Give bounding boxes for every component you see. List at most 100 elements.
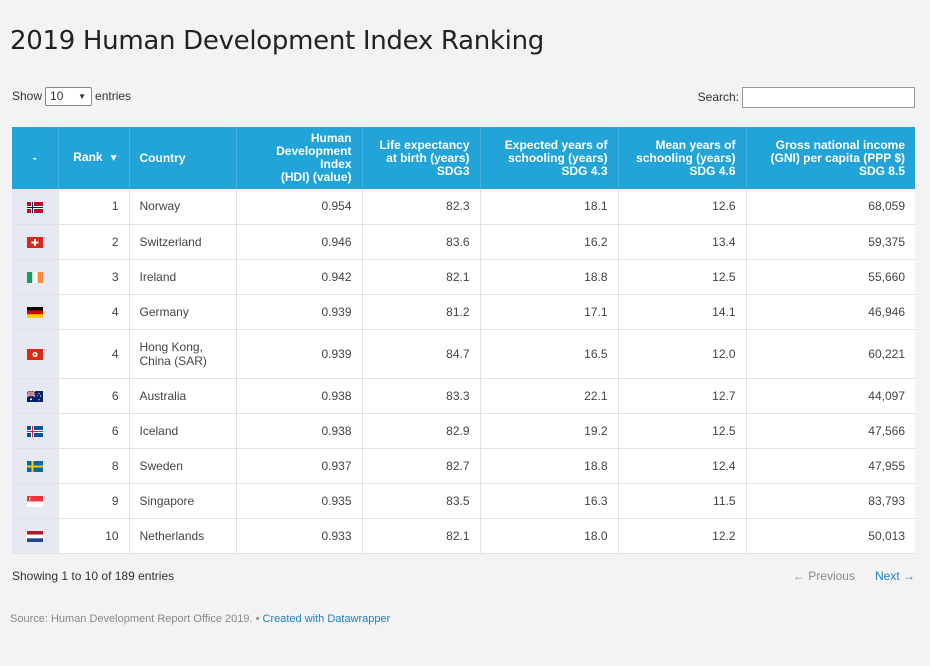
switzerland-flag-icon — [26, 236, 43, 248]
table-row: 9 Singapore 0.935 83.5 16.3 11.5 83,793 — [12, 483, 915, 519]
table-row: 4 Hong Kong, China (SAR) 0.939 84.7 16.5 12.0 6… — [12, 329, 915, 379]
expected-schooling-cell: 19.2 — [480, 413, 619, 449]
gni-header-line: SDG 8.5 — [858, 163, 905, 178]
expected-schooling-cell: 16.2 — [480, 224, 619, 260]
mean-header-line: Mean years of — [655, 137, 736, 152]
hdi-cell: 0.938 — [236, 378, 363, 414]
life-expectancy-cell: 81.2 — [362, 294, 481, 330]
table-row: 1 Norway 0.954 82.3 18.1 12.6 68,059 — [12, 189, 915, 225]
flag-cell — [12, 224, 59, 260]
flag-cell — [12, 413, 59, 449]
expected-schooling-cell: 18.1 — [480, 189, 619, 225]
rank-cell: 9 — [58, 483, 130, 519]
australia-flag-icon — [26, 390, 43, 402]
norway-flag-icon — [26, 201, 43, 213]
table-controls: Show 10 ▼ entries Search: — [12, 86, 915, 108]
gni-cell: 47,955 — [746, 448, 915, 484]
flag-cell — [12, 378, 59, 414]
gni-cell: 50,013 — [746, 518, 915, 554]
country-cell: Hong Kong, China (SAR) — [129, 329, 237, 379]
search-input[interactable] — [742, 86, 915, 108]
country-name-line: Germany — [139, 304, 189, 319]
table-row: 8 Sweden 0.937 82.7 18.8 12.4 47,955 — [12, 448, 915, 484]
rank-cell: 4 — [58, 329, 130, 379]
hdi-cell: 0.942 — [236, 259, 363, 295]
pagination: ← Previous Next → — [793, 569, 915, 583]
table-row: 6 Iceland 0.938 82.9 19.2 12.5 47,566 — [12, 413, 915, 449]
rank-cell: 6 — [58, 413, 130, 449]
next-page-button[interactable]: Next → — [874, 569, 915, 583]
rank-cell: 4 — [58, 294, 130, 330]
flag-cell — [12, 259, 59, 295]
expected-header-line: schooling (years) — [508, 150, 608, 165]
mean-schooling-column-header[interactable]: Mean years of schooling (years) SDG 4.6 — [618, 127, 747, 189]
flag-cell — [12, 448, 59, 484]
gni-column-header[interactable]: Gross national income (GNI) per capita (… — [746, 127, 915, 189]
gni-cell: 68,059 — [746, 189, 915, 225]
flag-cell — [12, 329, 59, 379]
gni-header-line: (GNI) per capita (PPP $) — [770, 150, 905, 165]
hdi-cell: 0.938 — [236, 413, 363, 449]
life-expectancy-cell: 83.5 — [362, 483, 481, 519]
expected-schooling-cell: 16.3 — [480, 483, 619, 519]
hdi-table: - Rank ▼ Country Human Development Index … — [12, 127, 915, 554]
table-info: Showing 1 to 10 of 189 entries — [12, 569, 175, 583]
flag-column-header[interactable]: - — [12, 127, 59, 189]
country-cell: Ireland — [129, 259, 237, 295]
datawrapper-link[interactable]: Created with Datawrapper — [262, 613, 391, 625]
mean-schooling-cell: 12.4 — [618, 448, 747, 484]
mean-schooling-cell: 12.5 — [618, 413, 747, 449]
table-header-row: - Rank ▼ Country Human Development Index … — [12, 127, 915, 189]
rank-column-header[interactable]: Rank ▼ — [58, 127, 130, 189]
table-row: 3 Ireland 0.942 82.1 18.8 12.5 55,660 — [12, 259, 915, 295]
country-column-header[interactable]: Country — [129, 127, 237, 189]
hdi-cell: 0.937 — [236, 448, 363, 484]
gni-cell: 55,660 — [746, 259, 915, 295]
country-name-line: Ireland — [139, 269, 177, 284]
life-expectancy-cell: 84.7 — [362, 329, 481, 379]
life-expectancy-cell: 82.3 — [362, 189, 481, 225]
germany-flag-icon — [26, 306, 43, 318]
mean-schooling-cell: 12.6 — [618, 189, 747, 225]
hdi-column-header[interactable]: Human Development Index (HDI) (value) — [236, 127, 363, 189]
flag-cell — [12, 518, 59, 554]
life-expectancy-cell: 82.1 — [362, 518, 481, 554]
source-note: Source: Human Development Report Office … — [10, 613, 390, 625]
entries-select-value: 10 — [50, 89, 64, 103]
mean-schooling-cell: 11.5 — [618, 483, 747, 519]
entries-label: entries — [95, 89, 132, 103]
mean-schooling-cell: 14.1 — [618, 294, 747, 330]
life-expectancy-cell: 83.6 — [362, 224, 481, 260]
entries-select[interactable]: 10 ▼ — [45, 86, 93, 106]
country-name-line: Sweden — [139, 458, 183, 473]
mean-schooling-cell: 12.0 — [618, 329, 747, 379]
chevron-down-icon: ▼ — [78, 91, 87, 101]
rank-cell: 6 — [58, 378, 130, 414]
mean-header-line: SDG 4.6 — [689, 163, 736, 178]
hdi-cell: 0.939 — [236, 329, 363, 379]
gni-cell: 59,375 — [746, 224, 915, 260]
hong-kong-flag-icon — [26, 348, 43, 360]
flag-cell — [12, 294, 59, 330]
expected-schooling-column-header[interactable]: Expected years of schooling (years) SDG … — [480, 127, 619, 189]
country-cell: Singapore — [129, 483, 237, 519]
search-control: Search: — [698, 86, 915, 108]
mean-header-line: schooling (years) — [636, 150, 736, 165]
expected-schooling-cell: 18.8 — [480, 259, 619, 295]
gni-cell: 46,946 — [746, 294, 915, 330]
country-cell: Iceland — [129, 413, 237, 449]
country-name-line: Hong Kong, — [139, 339, 203, 354]
gni-cell: 60,221 — [746, 329, 915, 379]
hdi-cell: 0.939 — [236, 294, 363, 330]
expected-schooling-cell: 18.0 — [480, 518, 619, 554]
country-name-line: Netherlands — [139, 528, 205, 543]
iceland-flag-icon — [26, 425, 43, 437]
life-expectancy-column-header[interactable]: Life expectancy at birth (years) SDG3 — [362, 127, 481, 189]
country-name-line: China (SAR) — [139, 353, 207, 368]
rank-cell: 1 — [58, 189, 130, 225]
expected-schooling-cell: 17.1 — [480, 294, 619, 330]
previous-page-button[interactable]: ← Previous — [792, 569, 855, 583]
gni-cell: 83,793 — [746, 483, 915, 519]
rank-cell: 3 — [58, 259, 130, 295]
sort-descending-icon: ▼ — [108, 153, 119, 164]
